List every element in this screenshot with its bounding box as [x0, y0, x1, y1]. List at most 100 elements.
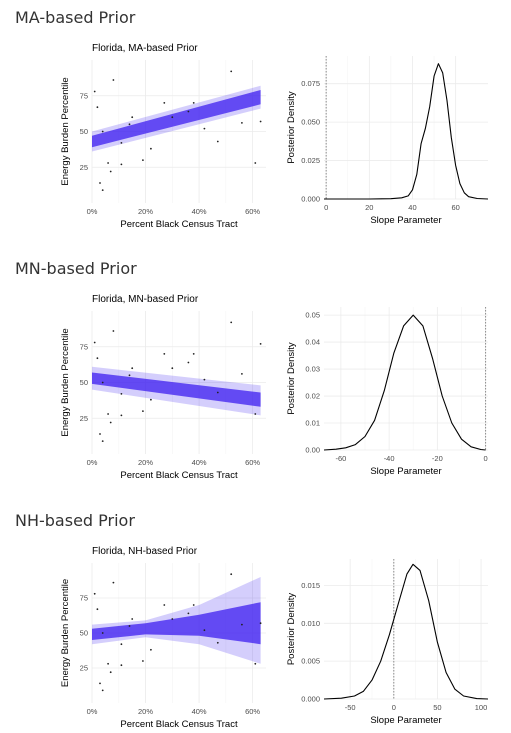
data-point — [203, 629, 206, 632]
data-point — [254, 162, 257, 164]
y-tick-label: 75 — [80, 91, 88, 100]
x-tick-label: -20 — [432, 454, 443, 463]
regression-chart: 0% 20% 40% 60% 25 50 75 Florida, MN-based Prior… — [60, 294, 266, 481]
x-tick-label: 0% — [87, 207, 98, 216]
y-axis-label: Posterior Density — [286, 593, 297, 666]
posterior-density-chart: -50 0 50 100 0.000 0.005 0.010 0.015 Slope Param… — [286, 559, 489, 726]
data-point — [241, 122, 243, 124]
x-tick-label: 60% — [245, 207, 260, 216]
x-tick-label: 20% — [138, 458, 153, 467]
x-tick-label: 40% — [192, 207, 207, 216]
y-tick-label: 50 — [80, 378, 88, 387]
x-tick-label: -50 — [345, 703, 356, 712]
x-tick-label: 20 — [365, 203, 373, 212]
x-axis-label: Percent Black Census Tract — [120, 470, 238, 481]
section-nh-prior: NH-based Prior 0% 20% 40% 60% 25 50 75 Florida,… — [0, 511, 511, 733]
data-point — [128, 625, 131, 627]
data-point — [230, 321, 233, 324]
x-tick-label: 100 — [475, 703, 488, 712]
y-axis-label: Posterior Density — [286, 91, 297, 164]
x-axis-label: Slope Parameter — [370, 466, 441, 477]
x-tick-label: 40 — [408, 203, 416, 212]
data-point — [99, 433, 101, 435]
data-point — [171, 618, 174, 620]
data-point — [131, 367, 134, 370]
chart-title: Florida, MA-based Prior — [92, 43, 198, 54]
data-point — [112, 581, 115, 584]
data-point — [254, 662, 257, 665]
data-point — [254, 413, 257, 415]
plot-panel — [324, 307, 488, 450]
posterior-density-line — [323, 314, 486, 451]
data-point — [120, 664, 123, 667]
section-heading: NH-based Prior — [15, 511, 135, 530]
data-point — [101, 689, 104, 692]
x-tick-label: 20% — [138, 207, 153, 216]
data-point — [112, 79, 115, 81]
data-point — [142, 159, 144, 161]
data-point — [163, 604, 166, 606]
data-point — [187, 612, 190, 615]
data-point — [259, 622, 262, 625]
data-point — [120, 142, 123, 144]
posterior-density-chart: 0 20 40 60 0.000 0.025 0.050 0.075 Slope Paramet… — [286, 56, 489, 226]
x-axis-label: Slope Parameter — [370, 715, 441, 726]
data-point — [101, 381, 104, 384]
posterior-density-line — [324, 63, 489, 200]
section-heading: MN-based Prior — [15, 259, 137, 278]
y-tick-label: 0.05 — [305, 311, 320, 320]
y-tick-label: 25 — [80, 163, 88, 172]
section-ma-prior: MA-based Prior 0% 20% 40% 60% 25 50 75 Florida,… — [0, 8, 511, 233]
x-tick-label: 20% — [138, 707, 153, 716]
data-point — [101, 189, 104, 192]
y-tick-label: 50 — [80, 629, 88, 638]
y-axis-label: Posterior Density — [286, 342, 297, 415]
y-tick-label: 75 — [80, 594, 88, 603]
y-tick-label: 75 — [80, 342, 88, 351]
data-point — [96, 357, 99, 360]
data-point — [230, 70, 233, 73]
x-tick-label: 0% — [87, 707, 98, 716]
data-point — [109, 671, 112, 674]
regression-chart: 0% 20% 40% 60% 25 50 75 Florida, MA-based Prior… — [60, 43, 266, 230]
data-point — [93, 592, 96, 595]
data-point — [187, 361, 190, 364]
data-point — [163, 353, 166, 355]
data-point — [128, 123, 131, 126]
plot-panel — [324, 559, 488, 699]
x-tick-label: 60% — [245, 458, 260, 467]
data-point — [241, 373, 243, 375]
data-point — [171, 116, 174, 119]
posterior-band-inner — [92, 90, 261, 148]
data-point — [142, 660, 144, 662]
y-tick-label: 0.000 — [301, 695, 320, 704]
data-point — [101, 440, 104, 442]
x-tick-label: 40% — [192, 458, 207, 467]
data-point — [150, 648, 152, 651]
posterior-density-line — [323, 563, 489, 700]
y-tick-label: 0.02 — [305, 392, 320, 401]
data-point — [230, 573, 233, 576]
x-tick-label: -40 — [384, 454, 395, 463]
data-point — [101, 130, 104, 133]
x-tick-label: 40% — [192, 707, 207, 716]
data-point — [192, 102, 195, 104]
data-point — [109, 421, 112, 424]
y-tick-label: 25 — [80, 414, 88, 423]
data-point — [259, 120, 262, 123]
section-heading: MA-based Prior — [15, 8, 136, 27]
data-point — [128, 374, 131, 377]
data-point — [120, 163, 123, 166]
data-point — [101, 632, 104, 634]
data-point — [107, 662, 109, 665]
posterior-density-chart: -60 -40 -20 0 0.00 0.01 0.02 0.03 0.04 0.05 Slope … — [286, 307, 488, 477]
data-point — [109, 170, 112, 173]
x-axis-label: Percent Black Census Tract — [120, 719, 238, 730]
data-point — [187, 110, 190, 113]
y-tick-label: 0.015 — [301, 581, 320, 590]
y-tick-label: 0.03 — [305, 365, 320, 374]
y-tick-label: 0.050 — [301, 118, 320, 127]
data-point — [192, 353, 195, 355]
data-point — [216, 140, 219, 143]
chart-title: Florida, NH-based Prior — [92, 546, 198, 557]
